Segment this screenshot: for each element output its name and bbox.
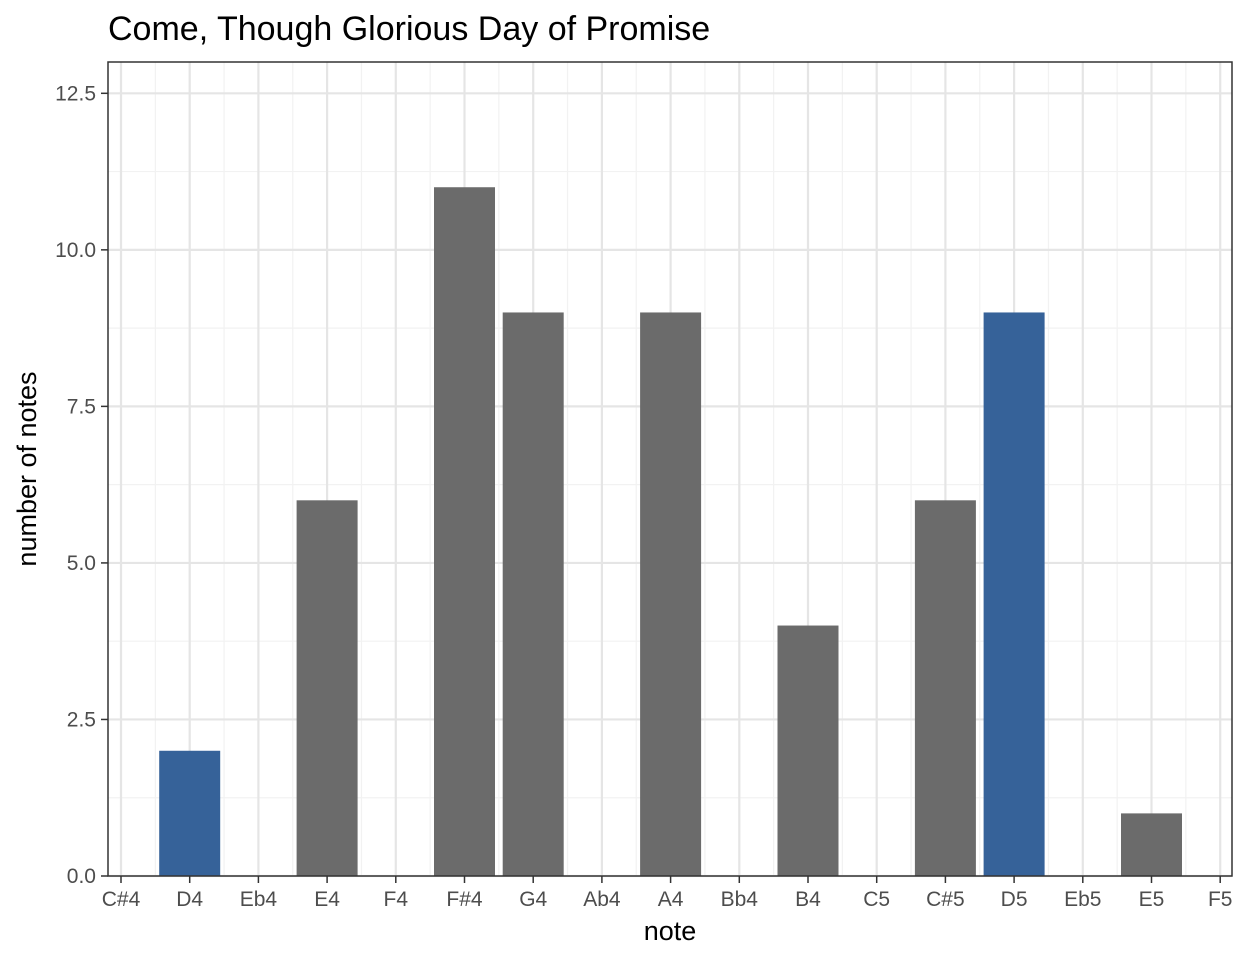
x-tick-label: B4: [795, 888, 821, 911]
bar-g4: [502, 312, 564, 876]
bar-f-sharp4: [434, 187, 495, 876]
bars: [159, 187, 1182, 876]
x-tick-label: C#4: [102, 888, 141, 911]
x-tick-label: F4: [384, 888, 409, 911]
y-tick-label: 10.0: [55, 239, 96, 262]
axis-ticks: 0.0 2.5 5.0 7.5 10.0 12.5 C#4 D4 Eb4 E4 F4 F#4 G4 Ab4…: [55, 82, 1232, 911]
x-tick-label: Bb4: [721, 888, 759, 911]
x-tick-label: E4: [314, 888, 340, 911]
x-tick-label: Eb4: [240, 888, 278, 911]
y-tick-label: 5.0: [67, 552, 96, 575]
chart-title: Come, Though Glorious Day of Promise: [108, 10, 710, 48]
x-tick-label: Eb5: [1064, 888, 1101, 911]
y-axis-title: number of notes: [12, 371, 42, 566]
x-tick-label: D4: [176, 888, 203, 911]
bar-e4: [296, 500, 358, 876]
bar-d5: [983, 312, 1045, 876]
x-axis-title: note: [644, 916, 697, 946]
y-tick-label: 0.0: [67, 865, 96, 888]
x-tick-label: F5: [1208, 888, 1233, 911]
y-tick-label: 7.5: [67, 395, 96, 418]
bar-c-sharp5: [914, 500, 976, 876]
y-tick-label: 2.5: [67, 708, 96, 731]
x-tick-label: C5: [863, 888, 890, 911]
x-tick-label: F#4: [446, 888, 483, 911]
x-tick-label: E5: [1139, 888, 1165, 911]
y-tick-label: 12.5: [55, 82, 96, 105]
x-tick-label: A4: [658, 888, 684, 911]
bar-e5: [1121, 813, 1182, 876]
bar-d4: [159, 750, 221, 876]
bar-b4: [777, 625, 839, 876]
x-tick-label: G4: [519, 888, 547, 911]
x-tick-label: C#5: [926, 888, 965, 911]
x-tick-label: Ab4: [583, 888, 621, 911]
bar-a4: [640, 312, 702, 876]
x-tick-label: D5: [1001, 888, 1028, 911]
